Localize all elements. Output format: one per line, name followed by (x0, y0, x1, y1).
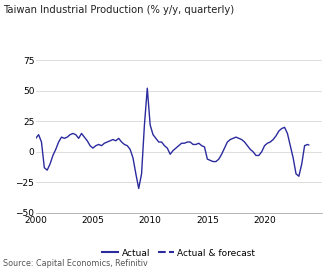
Legend: Actual, Actual & forecast: Actual, Actual & forecast (98, 245, 259, 261)
Text: Source: Capital Economics, Refinitiv: Source: Capital Economics, Refinitiv (3, 259, 148, 268)
Text: Taiwan Industrial Production (% y/y, quarterly): Taiwan Industrial Production (% y/y, qua… (3, 5, 234, 16)
